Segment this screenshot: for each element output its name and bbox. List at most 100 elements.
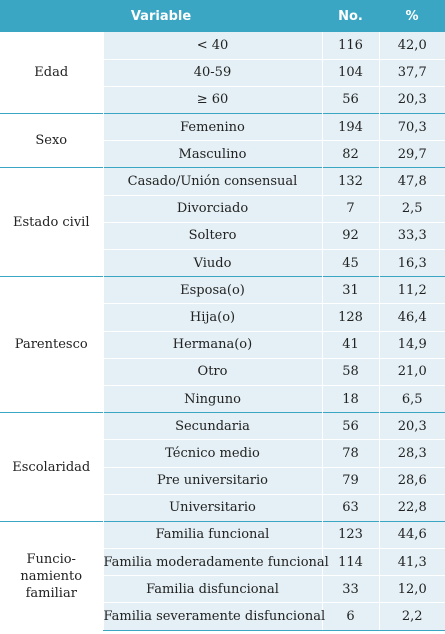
count-cell: 6 xyxy=(321,602,379,631)
percent-cell: 12,0 xyxy=(378,575,445,603)
count-cell: 41 xyxy=(321,330,379,359)
count-cell: 45 xyxy=(321,248,379,277)
category-cell: Familia funcional xyxy=(102,520,322,549)
group-label-line: namiento xyxy=(20,568,83,584)
percent-cell: 44,6 xyxy=(378,520,445,549)
percent-cell: 20,3 xyxy=(378,85,445,114)
percent-cell: 47,8 xyxy=(378,167,445,196)
category-cell: Pre universitario xyxy=(102,466,322,495)
category-cell: Divorciado xyxy=(102,194,322,223)
category-cell: Casado/Unión consensual xyxy=(102,167,322,196)
count-cell: 104 xyxy=(321,58,379,87)
percent-cell: 2,2 xyxy=(378,602,445,631)
group-label-funcionamiento-familiar: Funcio- namiento familiar xyxy=(0,520,103,631)
category-cell: Hija(o) xyxy=(102,303,322,332)
category-cell: Ninguno xyxy=(102,384,322,413)
table-row: Parentesco Esposa(o) 31 11,2 xyxy=(0,276,445,413)
count-cell: 18 xyxy=(321,384,379,413)
category-cell: Otro xyxy=(102,357,322,386)
group-label-line: familiar xyxy=(25,585,77,601)
percent-cell: 33,3 xyxy=(378,221,445,250)
category-cell: Familia moderadamente funcional xyxy=(102,548,329,576)
category-cell: ≥ 60 xyxy=(102,85,322,114)
count-cell: 63 xyxy=(321,493,379,522)
percent-cell: 28,3 xyxy=(378,439,445,467)
table-row: Escolaridad Secundaria 56 20,3 xyxy=(0,412,445,522)
table-row: Viudo 45 16,3 xyxy=(0,248,445,277)
category-cell: Familia severamente disfuncional xyxy=(102,602,325,631)
table-row: Funcio- namiento familiar Familia funcio… xyxy=(0,520,445,631)
percent-cell: 11,2 xyxy=(378,276,445,304)
table-row: Universitario 63 22,8 xyxy=(0,493,445,522)
table-row: Edad < 40 116 42,0 xyxy=(0,32,445,114)
category-cell: Femenino xyxy=(102,113,322,141)
table-row: Técnico medio 78 28,3 xyxy=(0,439,445,467)
group-label-edad: Edad xyxy=(0,32,103,114)
category-cell: Universitario xyxy=(102,493,322,522)
percent-cell: 70,3 xyxy=(378,113,445,141)
group-label-estado-civil: Estado civil xyxy=(0,167,103,277)
table-row: Otro 58 21,0 xyxy=(0,357,445,386)
category-cell: Esposa(o) xyxy=(102,276,322,304)
table-row: Divorciado 7 2,5 xyxy=(0,194,445,223)
table-row: ≥ 60 56 20,3 xyxy=(0,85,445,114)
table-row: Pre universitario 79 28,6 xyxy=(0,466,445,495)
percent-cell: 20,3 xyxy=(378,412,445,440)
table-row: Masculino 82 29,7 xyxy=(0,140,445,168)
count-cell: 31 xyxy=(321,276,379,304)
percent-cell: 22,8 xyxy=(378,493,445,522)
category-cell: 40-59 xyxy=(102,58,322,87)
header-row: Variable No. % xyxy=(0,0,445,32)
count-cell: 33 xyxy=(321,575,379,603)
category-cell: < 40 xyxy=(102,32,322,60)
count-cell: 114 xyxy=(321,548,379,576)
table-row: Sexo Femenino 194 70,3 xyxy=(0,113,445,168)
count-cell: 123 xyxy=(321,520,379,549)
count-cell: 7 xyxy=(321,194,379,223)
count-cell: 128 xyxy=(321,303,379,332)
percent-cell: 37,7 xyxy=(378,58,445,87)
count-cell: 82 xyxy=(321,140,379,168)
table-row: Hermana(o) 41 14,9 xyxy=(0,330,445,359)
percent-cell: 16,3 xyxy=(378,248,445,277)
percent-cell: 14,9 xyxy=(378,330,445,359)
percent-cell: 28,6 xyxy=(378,466,445,495)
table-row: Familia severamente disfuncional 6 2,2 xyxy=(0,602,445,631)
percent-cell: 42,0 xyxy=(378,32,445,60)
table-row: Estado civil Casado/Unión consensual 132… xyxy=(0,167,445,277)
percent-cell: 21,0 xyxy=(378,357,445,386)
category-cell: Hermana(o) xyxy=(102,330,322,359)
count-cell: 116 xyxy=(321,32,379,60)
table-header: Variable No. % xyxy=(0,0,445,32)
header-no: No. xyxy=(322,0,379,32)
table-row: Hija(o) 128 46,4 xyxy=(0,303,445,332)
table-row: Familia disfuncional 33 12,0 xyxy=(0,575,445,603)
count-cell: 132 xyxy=(321,167,379,196)
count-cell: 78 xyxy=(321,439,379,467)
group-label-line: Funcio- xyxy=(26,551,76,567)
table-body: Edad < 40 116 42,0 40-59 104 37,7 ≥ 60 5… xyxy=(0,32,445,631)
category-cell: Masculino xyxy=(102,140,322,168)
table-row: Soltero 92 33,3 xyxy=(0,221,445,250)
table-row: 40-59 104 37,7 xyxy=(0,58,445,87)
count-cell: 92 xyxy=(321,221,379,250)
header-variable: Variable xyxy=(0,0,322,32)
group-label-sexo: Sexo xyxy=(0,113,103,168)
count-cell: 56 xyxy=(321,85,379,114)
count-cell: 56 xyxy=(321,412,379,440)
percent-cell: 46,4 xyxy=(378,303,445,332)
count-cell: 58 xyxy=(321,357,379,386)
table-row: Ninguno 18 6,5 xyxy=(0,384,445,413)
count-cell: 79 xyxy=(321,466,379,495)
category-cell: Familia disfuncional xyxy=(102,575,322,603)
group-label-parentesco: Parentesco xyxy=(0,276,103,413)
table-row: Familia moderadamente funcional 114 41,3 xyxy=(0,548,445,576)
category-cell: Soltero xyxy=(102,221,322,250)
percent-cell: 41,3 xyxy=(378,548,445,576)
category-cell: Secundaria xyxy=(102,412,322,440)
header-pct: % xyxy=(379,0,445,32)
percent-cell: 2,5 xyxy=(378,194,445,223)
percent-cell: 29,7 xyxy=(378,140,445,168)
